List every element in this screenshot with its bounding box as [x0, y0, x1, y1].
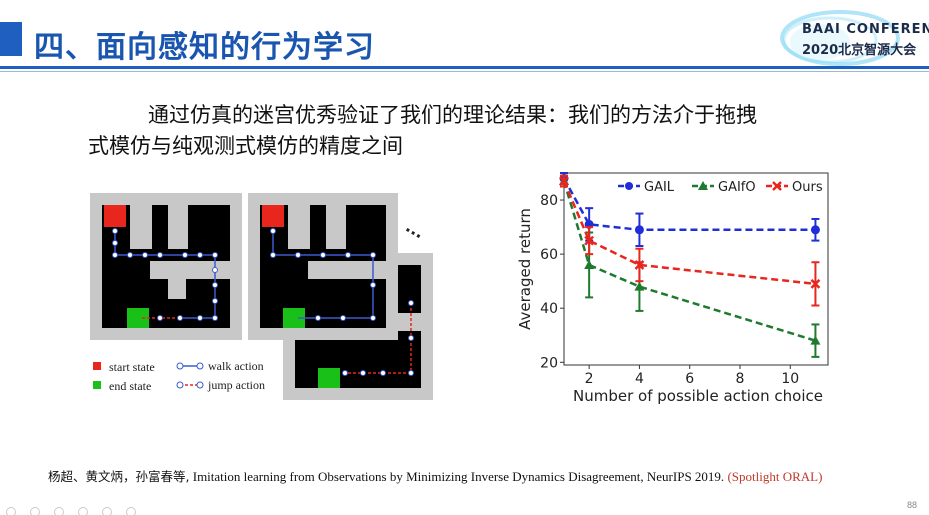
- title-rule-thin: [0, 71, 929, 72]
- conference-logo: BAAI CONFERENCE 2020北京智源大会: [780, 6, 929, 68]
- legend-start-label: start state: [109, 360, 155, 374]
- series-line-gaifo: [562, 180, 816, 342]
- results-chart: 2 4 6 8 10 20 40 60 80 Number of possible action …: [516, 165, 836, 405]
- maze-panel-1: [90, 193, 242, 340]
- maze-panel-2: [248, 193, 398, 340]
- prev-slide-icon[interactable]: [6, 507, 16, 515]
- x-tick-label: 6: [685, 371, 694, 387]
- legend-label: GAIfO: [718, 180, 756, 195]
- next-slide-icon[interactable]: [30, 507, 40, 515]
- zoom-icon[interactable]: [102, 507, 112, 515]
- data-point: [634, 225, 644, 235]
- more-icon[interactable]: [126, 507, 136, 515]
- data-point: [584, 259, 595, 269]
- logo-line2: 2020北京智源大会: [802, 43, 917, 58]
- y-tick-label: 20: [540, 355, 558, 371]
- data-point: [634, 281, 645, 291]
- maze-panel-3-path: [342, 300, 414, 376]
- x-tick-label: 8: [736, 371, 745, 387]
- title-bar: 四、面向感知的行为学习: [0, 8, 929, 68]
- legend-jump-label: jump action: [208, 378, 265, 392]
- maze-legend: [93, 362, 204, 389]
- title-rule: [0, 66, 929, 69]
- body-paragraph: 通过仿真的迷宫优秀验证了我们的理论结果：我们的方法介于拖拽 式模仿与纯观测式模仿…: [88, 100, 848, 162]
- citation: 杨超、黄文炳，孙富春等, Imitation learning from Obs…: [48, 466, 822, 485]
- end-state-swatch: [93, 381, 101, 389]
- start-state-swatch: [93, 362, 101, 370]
- plot-frame: [563, 172, 829, 366]
- title-accent: [0, 22, 22, 56]
- y-tick-label: 60: [540, 247, 558, 263]
- data-point: [584, 235, 595, 246]
- slides-icon[interactable]: [78, 507, 88, 515]
- legend-label: Ours: [792, 180, 823, 195]
- pen-icon[interactable]: [54, 507, 64, 515]
- legend-marker: [625, 182, 633, 190]
- legend-end-label: end state: [109, 379, 152, 393]
- logo-swirl-icon: [780, 10, 900, 66]
- citation-highlight: (Spotlight ORAL): [727, 469, 823, 484]
- x-axis-label: Number of possible action choice: [573, 387, 823, 405]
- body-line-2: 式模仿与纯观测式模仿的精度之间: [88, 134, 403, 158]
- legend-marker: [698, 181, 708, 190]
- body-line-1: 通过仿真的迷宫优秀验证了我们的理论结果：我们的方法介于拖拽: [148, 103, 757, 127]
- line-chart: 2 4 6 8 10 20 40 60 80 Number of possible action …: [516, 172, 829, 405]
- legend-label: GAIL: [644, 180, 675, 195]
- y-tick-label: 80: [540, 193, 558, 209]
- x-tick-label: 2: [585, 371, 594, 387]
- presentation-controls: [6, 502, 150, 515]
- legend-walk-label: walk action: [208, 359, 264, 373]
- x-tick-label: 10: [781, 371, 799, 387]
- x-tick-label: 4: [635, 371, 644, 387]
- series-line-gail: [562, 177, 816, 232]
- slide-title: 四、面向感知的行为学习: [34, 30, 375, 65]
- y-axis-label: Averaged return: [516, 208, 534, 330]
- maze-illustration: [90, 193, 433, 400]
- series-line-ours: [562, 180, 816, 286]
- data-point: [559, 176, 569, 186]
- data-point: [810, 225, 820, 235]
- data-point: [810, 278, 821, 289]
- maze-figure: start state end state walk action jump a…: [88, 190, 433, 402]
- citation-authors: 杨超、黄文炳，孙富春等,: [48, 469, 190, 484]
- legend-marker: [772, 181, 782, 191]
- logo-line1: BAAI CONFERENCE: [802, 22, 929, 37]
- y-tick-label: 40: [540, 301, 558, 317]
- data-point: [810, 335, 821, 345]
- page-number: 88: [906, 500, 917, 510]
- data-point: [634, 260, 645, 270]
- citation-text: Imitation learning from Observations by …: [189, 469, 728, 484]
